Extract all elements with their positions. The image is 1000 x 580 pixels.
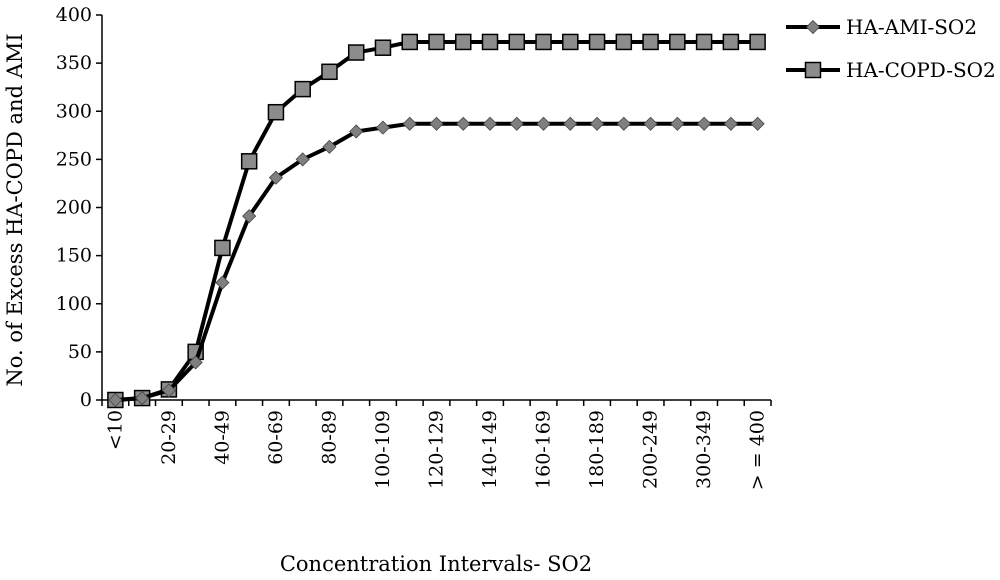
data-point bbox=[616, 116, 631, 131]
legend-marker bbox=[805, 19, 821, 35]
data-point bbox=[375, 120, 391, 135]
x-tick-label: 80-89 bbox=[318, 410, 340, 465]
x-axis: <10 20-29 40-49 60-69 80-89 100-109 120-129 140… bbox=[101, 399, 772, 490]
data-point bbox=[135, 391, 150, 406]
y-tick-label: 0 bbox=[80, 389, 92, 411]
data-point bbox=[723, 116, 738, 131]
series-line bbox=[115, 39, 758, 402]
data-point bbox=[697, 116, 712, 131]
data-point bbox=[108, 392, 123, 408]
y-tick-label: 350 bbox=[56, 52, 92, 74]
data-point bbox=[242, 209, 257, 224]
y-tick-label: 200 bbox=[56, 197, 92, 219]
x-tick-label: 40-49 bbox=[211, 410, 233, 465]
data-point bbox=[535, 33, 552, 51]
data-point bbox=[214, 239, 231, 257]
x-tick-label: 140-149 bbox=[479, 410, 501, 489]
x-tick-label: 100-109 bbox=[372, 410, 394, 489]
data-point bbox=[749, 33, 766, 51]
x-tick-label: 120-129 bbox=[426, 410, 448, 489]
data-point bbox=[669, 33, 686, 51]
series-ha-copd-so2 bbox=[107, 33, 766, 409]
legend-marker bbox=[804, 61, 822, 79]
x-tick-label: <10 bbox=[104, 410, 126, 450]
data-point bbox=[428, 33, 445, 51]
legend-label: HA-AMI-SO2 bbox=[846, 15, 977, 39]
data-point bbox=[215, 275, 230, 290]
series-ha-ami-so2 bbox=[108, 116, 765, 408]
legend-item: HA-AMI-SO2 bbox=[786, 15, 977, 39]
data-point bbox=[670, 116, 685, 131]
x-tick-label: > = 400 bbox=[747, 410, 769, 490]
x-tick-label: 20-29 bbox=[158, 410, 180, 465]
x-tick-label: 60-69 bbox=[265, 410, 287, 465]
data-point bbox=[240, 153, 258, 170]
y-tick-label: 150 bbox=[56, 245, 92, 267]
data-point bbox=[268, 170, 284, 185]
data-point bbox=[588, 33, 606, 51]
data-point bbox=[750, 116, 765, 131]
data-point bbox=[536, 116, 551, 131]
x-tick-label: 300-349 bbox=[693, 410, 715, 489]
y-tick-label: 50 bbox=[68, 341, 92, 363]
series-layer bbox=[107, 33, 766, 409]
data-point bbox=[374, 39, 392, 56]
data-point bbox=[589, 116, 605, 131]
x-tick-label: 160-169 bbox=[533, 410, 555, 489]
data-point bbox=[456, 116, 471, 131]
legend-item: HA-COPD-SO2 bbox=[786, 58, 996, 82]
data-point bbox=[402, 116, 417, 131]
data-point bbox=[349, 124, 364, 139]
x-axis-title: Concentration Intervals- SO2 bbox=[280, 552, 592, 576]
y-axis-title: No. of Excess HA-COPD and AMI bbox=[3, 33, 27, 386]
data-point bbox=[563, 116, 578, 131]
data-point bbox=[267, 103, 285, 121]
data-point bbox=[508, 33, 526, 51]
y-tick-label: 250 bbox=[56, 148, 92, 170]
data-point bbox=[294, 80, 311, 98]
data-point bbox=[481, 33, 499, 51]
legend-label: HA-COPD-SO2 bbox=[846, 58, 996, 82]
data-point bbox=[722, 33, 740, 51]
data-point bbox=[643, 116, 658, 131]
data-point bbox=[347, 44, 365, 61]
y-tick-label: 100 bbox=[56, 293, 92, 315]
x-tick-label: 200-249 bbox=[640, 410, 662, 489]
y-tick-label: 300 bbox=[56, 100, 92, 122]
data-point bbox=[562, 33, 579, 51]
data-point bbox=[295, 152, 310, 167]
series-line bbox=[115, 121, 758, 402]
data-point bbox=[401, 33, 418, 51]
legend: HA-AMI-SO2 HA-COPD-SO2 bbox=[786, 15, 996, 82]
data-point bbox=[482, 116, 498, 131]
data-point bbox=[321, 63, 338, 81]
data-point bbox=[455, 33, 472, 51]
y-tick-label: 400 bbox=[56, 4, 92, 26]
x-tick-label: 180-189 bbox=[586, 410, 608, 489]
data-point bbox=[509, 116, 524, 131]
y-axis: 0 50 100 150 200 250 300 350 400 bbox=[56, 4, 103, 411]
data-point bbox=[161, 383, 176, 398]
data-point bbox=[642, 33, 659, 51]
data-point bbox=[695, 33, 713, 51]
data-point bbox=[322, 139, 337, 154]
data-point bbox=[429, 116, 444, 131]
data-point bbox=[615, 33, 633, 51]
data-point bbox=[188, 355, 203, 370]
